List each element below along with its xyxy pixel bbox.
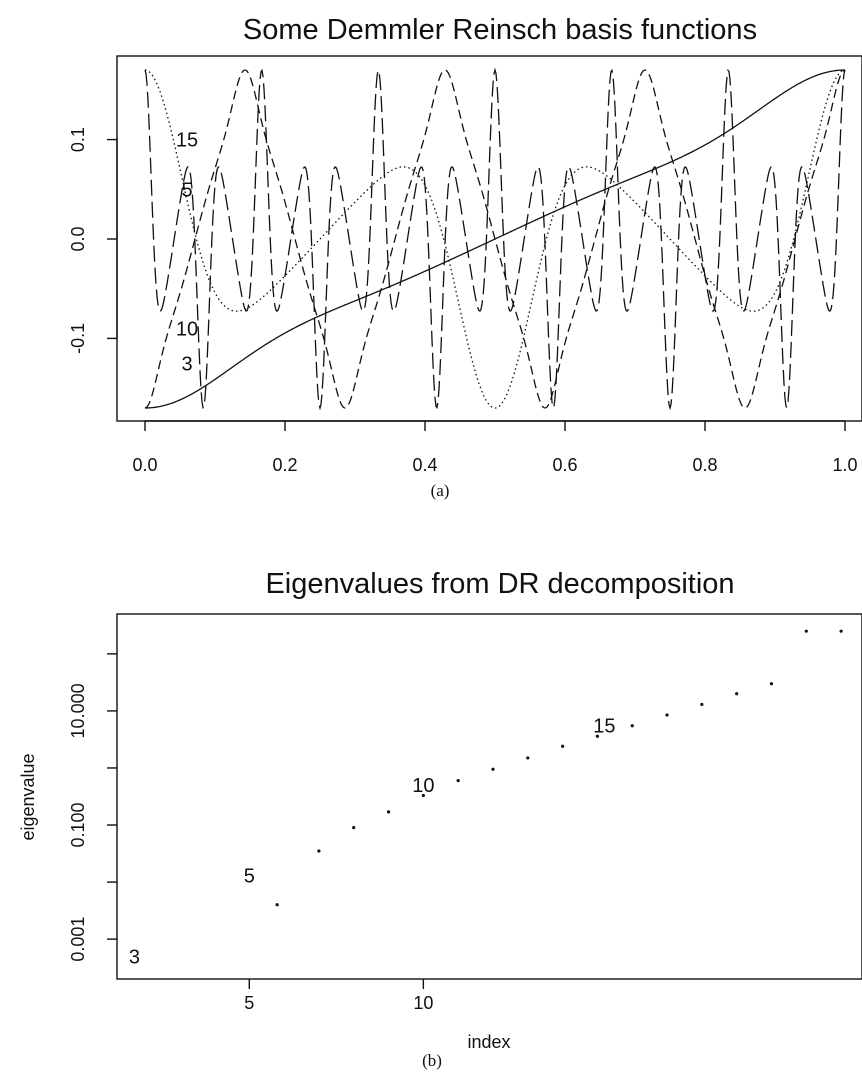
chart-a-x-tick-label: 0.0 [132, 455, 157, 475]
chart-a-x-tick-label: 0.6 [552, 455, 577, 475]
chart-a-caption: (a) [431, 481, 450, 500]
chart-a-x-ticks: 0.0 0.2 0.4 0.6 0.8 1.0 [132, 421, 858, 475]
eigenvalue-point [317, 849, 321, 853]
chart-a-y-tick-label: 0.1 [68, 127, 88, 152]
chart-b-y-tick-label: 10.000 [68, 683, 88, 738]
chart-a-annotations: 15 5 10 3 [176, 130, 198, 376]
chart-a-annotation: 10 [176, 318, 198, 340]
chart-b-y-ticks: 0.001 0.100 10.000 [68, 653, 117, 962]
chart-b-x-tick-label: 10 [413, 993, 433, 1013]
chart-b-y-tick-label: 0.100 [68, 803, 88, 848]
eigenvalue-point [386, 810, 391, 814]
chart-b-x-ticks: 5 10 [244, 979, 433, 1013]
chart-a-title: Some Demmler Reinsch basis functions [243, 14, 757, 46]
chart-b-annotation: 3 [129, 946, 140, 968]
eigenvalue-point [352, 826, 356, 830]
eigenvalue-point [595, 734, 600, 738]
chart-a-annotation: 5 [181, 179, 192, 201]
eigenvalue-point [275, 903, 279, 907]
chart-b-annotation: 10 [412, 775, 434, 797]
chart-b-points [275, 629, 843, 907]
chart-a-x-tick-label: 0.8 [692, 455, 717, 475]
eigenvalue-point [421, 793, 425, 798]
chart-a-annotation: 15 [176, 130, 198, 152]
chart-b-annotations: 3 5 10 15 [129, 716, 616, 969]
chart-a-frame [116, 55, 862, 422]
chart-b-x-tick-label: 5 [244, 993, 254, 1013]
chart-a-y-tick-label: 0.0 [68, 226, 88, 251]
eigenvalue-point [491, 767, 495, 771]
series-10-line [144, 69, 846, 409]
chart-b-annotation: 15 [593, 716, 615, 738]
chart-b-annotation: 5 [244, 866, 255, 888]
eigenvalue-point [700, 702, 704, 707]
chart-a-x-tick-label: 1.0 [832, 455, 857, 475]
eigenvalue-point [769, 682, 774, 686]
chart-a-x-tick-label: 0.4 [412, 455, 437, 475]
eigenvalue-point [735, 692, 739, 696]
chart-a-annotation: 3 [181, 353, 192, 375]
eigenvalue-point [630, 724, 634, 728]
chart-b-y-label: eigenvalue [18, 753, 38, 840]
chart-a-series [144, 67, 846, 411]
eigenvalue-point [804, 629, 808, 633]
series-5-line [144, 69, 846, 409]
chart-b-caption: (b) [422, 1051, 442, 1070]
chart-a-y-tick-label: -0.1 [68, 323, 88, 354]
chart-b-frame [116, 613, 862, 980]
eigenvalue-point [526, 756, 530, 760]
eigenvalue-point [456, 779, 460, 783]
panel-a: Some Demmler Reinsch basis functions 0.0… [68, 14, 862, 500]
eigenvalue-point [561, 744, 565, 748]
chart-a-y-ticks: -0.1 0.0 0.1 [68, 127, 117, 354]
panel-b: Eigenvalues from DR decomposition 5 10 0.… [18, 568, 862, 1070]
series-15-line [144, 67, 846, 411]
chart-b-title: Eigenvalues from DR decomposition [265, 568, 734, 600]
chart-b-x-label: index [467, 1032, 510, 1052]
chart-b-y-tick-label: 0.001 [68, 917, 88, 962]
eigenvalue-point [665, 713, 669, 717]
eigenvalue-point [839, 629, 843, 633]
chart-a-x-tick-label: 0.2 [272, 455, 297, 475]
